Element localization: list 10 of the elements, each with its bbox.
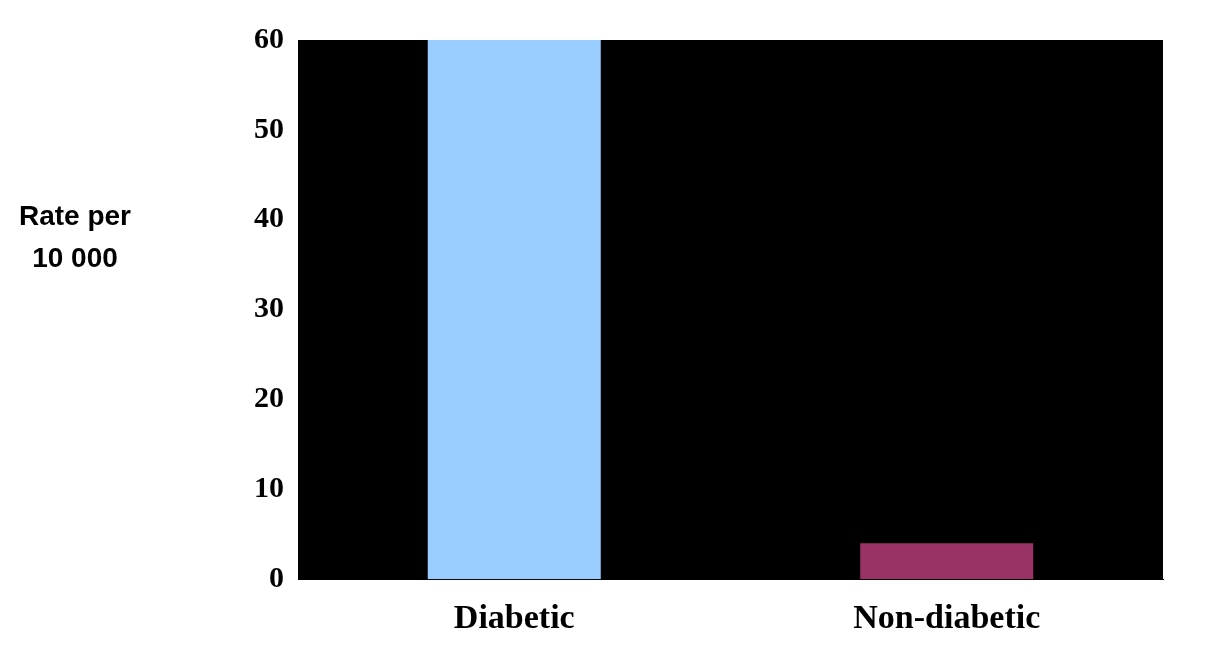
x-tick-label: Non-diabetic: [853, 598, 1041, 636]
y-axis-title: Rate per 10 000: [17, 199, 132, 275]
y-tick-label: 60: [254, 20, 284, 54]
y-tick-label: 40: [254, 200, 284, 234]
y-tick-label: 0: [269, 559, 284, 593]
y-tick-label: 10: [254, 470, 284, 504]
x-tick-label: Diabetic: [453, 598, 575, 636]
y-tick-label: 30: [254, 290, 284, 324]
y-tick-label: 50: [254, 110, 284, 144]
y-tick-label: 20: [254, 380, 284, 414]
